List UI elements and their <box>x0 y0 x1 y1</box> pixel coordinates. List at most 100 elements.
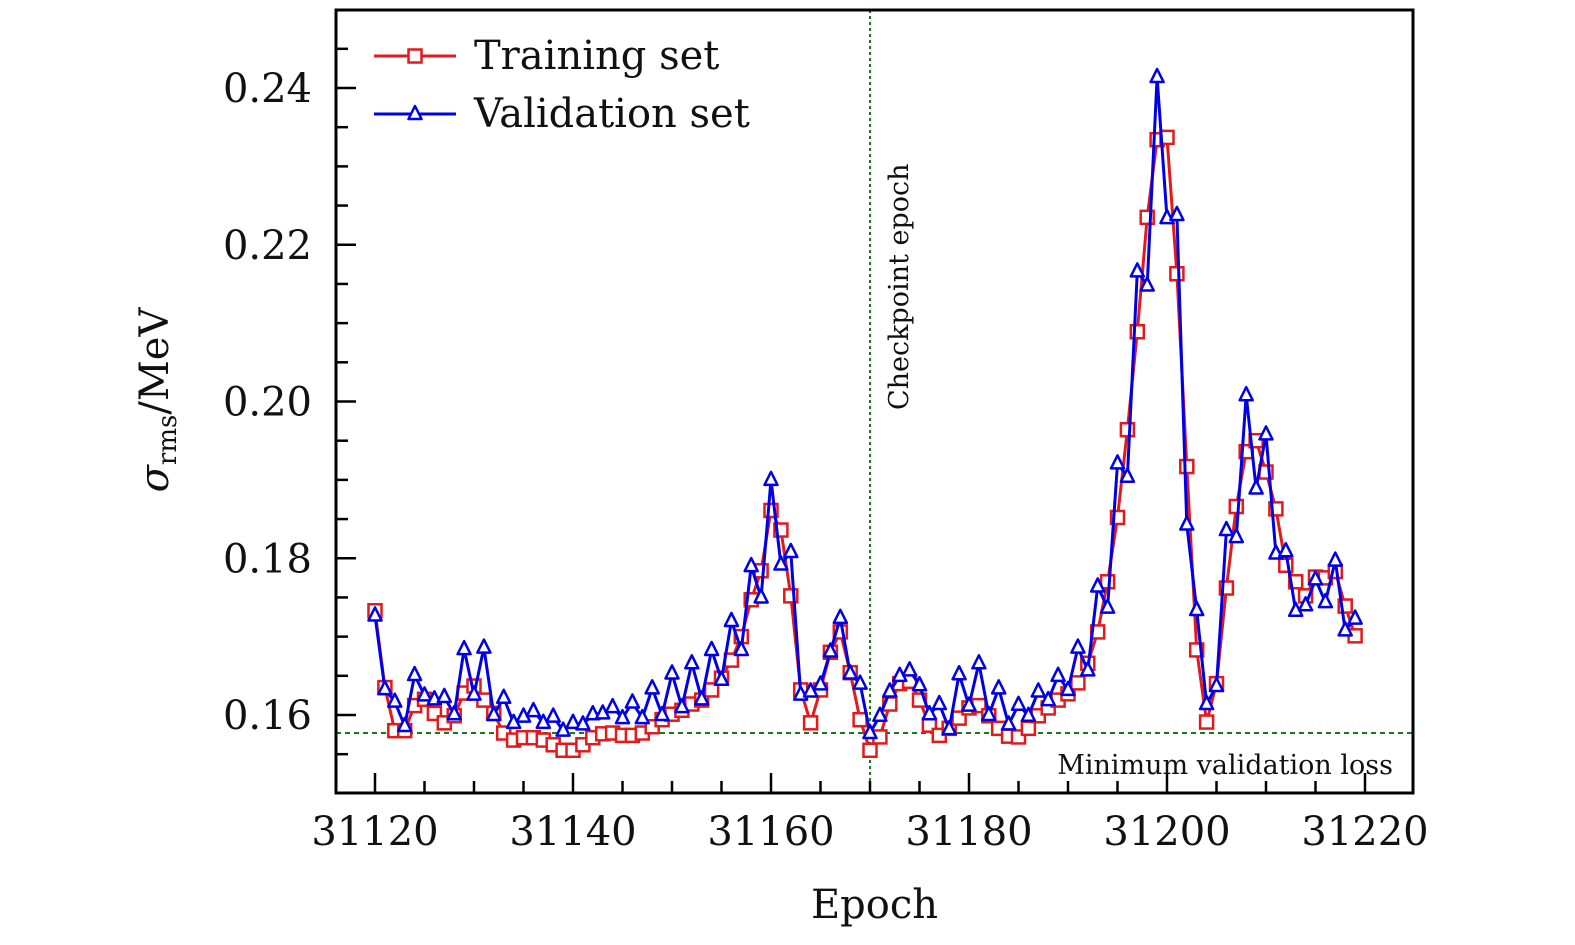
validation-point <box>763 470 779 487</box>
validation-point <box>545 707 561 723</box>
validation-point <box>525 701 542 718</box>
validation-point <box>1139 276 1155 292</box>
validation-point <box>1317 592 1334 609</box>
training-point <box>1070 675 1086 691</box>
validation-point <box>733 640 750 657</box>
validation-point <box>1188 600 1205 617</box>
validation-point <box>1169 205 1185 222</box>
square-marker-icon <box>407 48 423 64</box>
validation-point <box>436 687 453 704</box>
validation-point <box>476 638 492 654</box>
validation-point <box>1179 515 1195 531</box>
validation-point <box>406 665 423 682</box>
training-point <box>802 715 819 731</box>
validation-point <box>1218 520 1235 537</box>
validation-line <box>373 75 1357 735</box>
validation-point <box>1278 541 1294 558</box>
validation-point <box>713 670 730 686</box>
y-axis-title: σrms/MeV <box>132 307 183 493</box>
validation-point <box>1000 715 1017 731</box>
training-point <box>1020 720 1037 737</box>
validation-point <box>1089 577 1106 593</box>
validation-point <box>1307 570 1324 586</box>
validation-point <box>911 675 928 692</box>
validation-point <box>1020 706 1037 723</box>
x-tick-label: 31140 <box>509 809 636 855</box>
validation-point <box>882 682 898 698</box>
validation-point <box>654 705 670 722</box>
validation-point <box>1030 682 1047 698</box>
validation-point <box>901 661 918 677</box>
validation-point <box>604 697 621 714</box>
y-axis-subscript: rms <box>153 415 183 465</box>
validation-point <box>872 706 888 723</box>
validation-point <box>1248 479 1264 495</box>
validation-point <box>703 640 720 657</box>
validation-point <box>1337 621 1353 637</box>
y-axis-symbol: σ <box>132 463 178 492</box>
x-axis-title: Epoch <box>811 882 938 928</box>
training-series <box>367 129 1363 759</box>
y-tick-label: 0.24 <box>223 66 312 112</box>
series-layer <box>367 67 1363 759</box>
validation-point <box>981 705 997 722</box>
validation-point <box>1149 67 1165 84</box>
training-point <box>862 742 878 759</box>
training-point <box>1198 714 1215 730</box>
validation-point <box>842 664 858 680</box>
validation-point <box>723 611 740 628</box>
y-tick-label: 0.18 <box>223 536 312 582</box>
legend-label: Validation set <box>473 91 750 137</box>
validation-point <box>921 704 938 721</box>
x-tick-label: 31220 <box>1301 809 1428 855</box>
validation-point <box>783 542 799 559</box>
y-tick-label: 0.16 <box>223 693 312 739</box>
y-axis-unit: /MeV <box>132 307 178 415</box>
validation-point <box>1109 454 1126 470</box>
validation-point <box>1119 467 1136 483</box>
validation-point <box>1228 527 1245 544</box>
validation-point <box>565 713 581 730</box>
validation-point <box>555 721 571 737</box>
validation-point <box>1347 609 1363 625</box>
training-point <box>1228 498 1245 515</box>
validation-point <box>1010 695 1027 712</box>
validation-point <box>990 679 1007 695</box>
y-tick-label: 0.22 <box>223 223 312 269</box>
legend: Training set Validation set <box>374 33 750 137</box>
validation-point <box>941 719 957 736</box>
validation-point <box>634 708 651 725</box>
validation-point <box>377 679 393 696</box>
validation-point <box>1129 262 1146 278</box>
validation-point <box>1080 661 1096 677</box>
validation-point <box>852 674 868 690</box>
validation-point <box>743 556 759 573</box>
validation-point <box>862 723 878 740</box>
validation-point <box>1198 694 1215 711</box>
validation-point <box>822 642 839 658</box>
validation-point <box>1258 425 1274 441</box>
validation-point <box>684 654 700 670</box>
validation-point <box>575 715 591 731</box>
validation-point <box>466 685 482 701</box>
validation-point <box>1070 638 1086 654</box>
x-tick-label: 31160 <box>707 809 834 855</box>
x-tick-label: 31120 <box>311 809 438 855</box>
validation-point <box>951 664 967 681</box>
training-point <box>1169 265 1185 282</box>
validation-point <box>396 716 413 733</box>
legend-item-training: Training set <box>374 33 719 79</box>
validation-point <box>1060 680 1076 697</box>
min-validation-label: Minimum validation loss <box>1057 750 1393 781</box>
validation-point <box>1050 666 1066 683</box>
x-tick-label: 31180 <box>905 809 1032 855</box>
validation-point <box>931 694 948 711</box>
validation-point <box>614 708 631 725</box>
validation-point <box>971 654 987 670</box>
validation-point <box>1040 690 1056 707</box>
validation-point <box>664 664 680 680</box>
triangle-marker-icon <box>407 104 423 121</box>
validation-point <box>1327 551 1344 567</box>
validation-point <box>416 686 433 702</box>
